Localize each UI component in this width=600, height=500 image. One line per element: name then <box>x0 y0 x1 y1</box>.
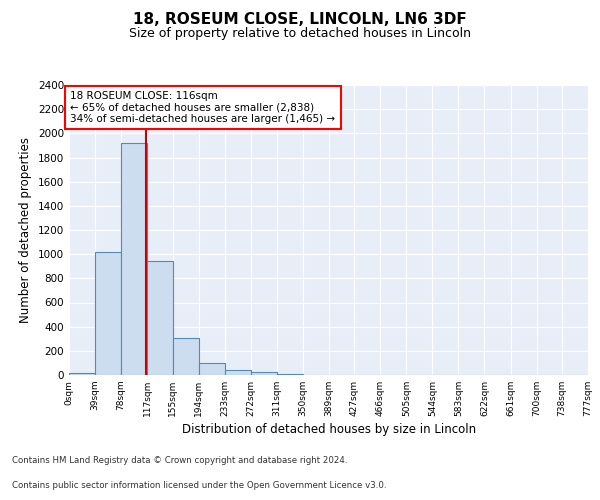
Text: Contains public sector information licensed under the Open Government Licence v3: Contains public sector information licen… <box>12 481 386 490</box>
Bar <box>95 252 121 375</box>
Bar <box>147 262 173 375</box>
Bar <box>199 363 224 375</box>
Bar <box>277 374 303 375</box>
Text: Distribution of detached houses by size in Lincoln: Distribution of detached houses by size … <box>182 422 476 436</box>
Text: 18, ROSEUM CLOSE, LINCOLN, LN6 3DF: 18, ROSEUM CLOSE, LINCOLN, LN6 3DF <box>133 12 467 28</box>
Bar <box>121 143 147 375</box>
Text: 18 ROSEUM CLOSE: 116sqm
← 65% of detached houses are smaller (2,838)
34% of semi: 18 ROSEUM CLOSE: 116sqm ← 65% of detache… <box>70 91 335 124</box>
Y-axis label: Number of detached properties: Number of detached properties <box>19 137 32 323</box>
Bar <box>251 372 277 375</box>
Bar <box>224 370 251 375</box>
Text: Size of property relative to detached houses in Lincoln: Size of property relative to detached ho… <box>129 28 471 40</box>
Text: Contains HM Land Registry data © Crown copyright and database right 2024.: Contains HM Land Registry data © Crown c… <box>12 456 347 465</box>
Bar <box>173 338 199 375</box>
Bar <box>69 372 95 375</box>
